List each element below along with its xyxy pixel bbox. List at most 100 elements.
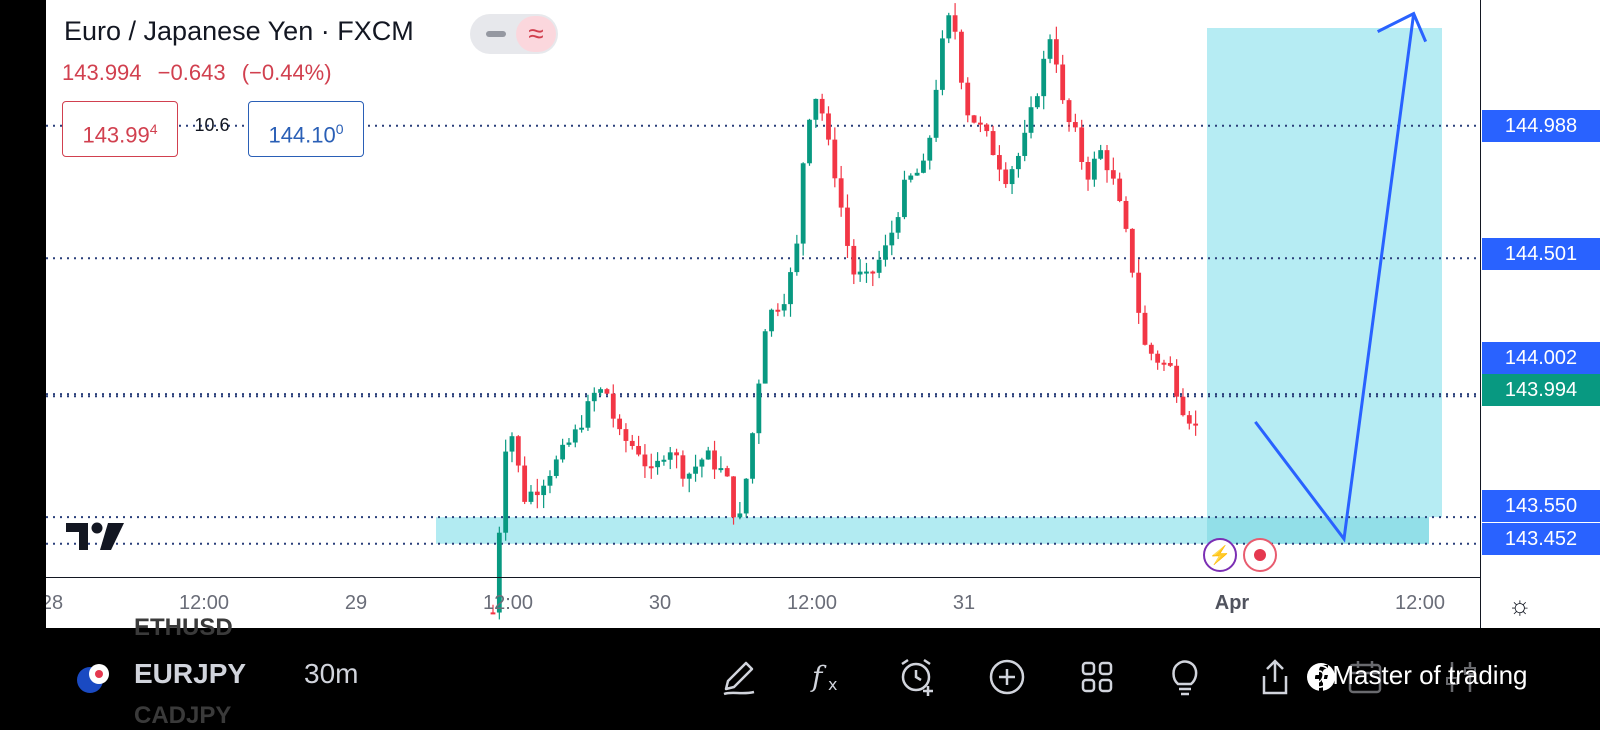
candle-body[interactable] bbox=[819, 98, 825, 114]
pencil-icon[interactable] bbox=[718, 656, 760, 698]
candle-body[interactable] bbox=[585, 401, 591, 428]
sell-button[interactable]: 143.994 bbox=[62, 101, 178, 157]
candle-body[interactable] bbox=[503, 451, 509, 533]
grid-icon[interactable] bbox=[1076, 656, 1118, 698]
candle-body[interactable] bbox=[946, 15, 952, 39]
candle-body[interactable] bbox=[1022, 132, 1028, 156]
candle-body[interactable] bbox=[1161, 362, 1167, 365]
candle-body[interactable] bbox=[1142, 312, 1148, 345]
candle-body[interactable] bbox=[509, 436, 515, 452]
candle-body[interactable] bbox=[496, 532, 502, 613]
candle-body[interactable] bbox=[940, 38, 945, 90]
candle-body[interactable] bbox=[553, 459, 559, 476]
candle-body[interactable] bbox=[680, 455, 686, 479]
candle-body[interactable] bbox=[895, 217, 901, 233]
candle-body[interactable] bbox=[699, 459, 705, 467]
candle-body[interactable] bbox=[1072, 122, 1078, 128]
candle-body[interactable] bbox=[598, 389, 604, 393]
candle-body[interactable] bbox=[648, 466, 654, 469]
candle-body[interactable] bbox=[541, 485, 547, 496]
calendar-icon[interactable] bbox=[1344, 656, 1386, 698]
candle-body[interactable] bbox=[655, 460, 660, 468]
candle-body[interactable] bbox=[1066, 100, 1072, 123]
candle-body[interactable] bbox=[712, 450, 717, 470]
candle-body[interactable] bbox=[743, 478, 749, 514]
candle-body[interactable] bbox=[737, 513, 743, 518]
candle-body[interactable] bbox=[876, 259, 882, 273]
candle-body[interactable] bbox=[686, 473, 692, 479]
candle-body[interactable] bbox=[1104, 150, 1110, 171]
add-icon[interactable] bbox=[986, 656, 1028, 698]
candle-body[interactable] bbox=[636, 445, 641, 455]
candle-body[interactable] bbox=[1123, 200, 1129, 229]
candle-body[interactable] bbox=[813, 98, 819, 120]
candle-body[interactable] bbox=[1129, 228, 1135, 273]
candle-body[interactable] bbox=[800, 163, 806, 244]
candle-body[interactable] bbox=[1117, 178, 1123, 201]
candle-body[interactable] bbox=[1041, 58, 1047, 97]
candle-body[interactable] bbox=[807, 119, 812, 164]
candle-body[interactable] bbox=[1009, 169, 1015, 185]
candle-body[interactable] bbox=[902, 179, 907, 218]
candle-body[interactable] bbox=[1003, 169, 1009, 185]
lightning-icon[interactable]: ⚡ bbox=[1203, 538, 1237, 572]
wave-icon[interactable]: ≈ bbox=[516, 16, 556, 52]
candle-body[interactable] bbox=[528, 491, 534, 502]
symbol-selector[interactable]: EURJPY bbox=[134, 658, 247, 689]
candle-body[interactable] bbox=[515, 436, 521, 466]
candle-body[interactable] bbox=[1155, 353, 1161, 363]
candle-body[interactable] bbox=[1085, 161, 1091, 180]
idea-bulb-icon[interactable] bbox=[1164, 656, 1206, 698]
candle-body[interactable] bbox=[642, 454, 648, 467]
candle-body[interactable] bbox=[826, 113, 831, 140]
candle-body[interactable] bbox=[781, 304, 787, 311]
candle-body[interactable] bbox=[731, 476, 736, 518]
buy-button[interactable]: 144.100 bbox=[248, 101, 364, 157]
record-icon[interactable] bbox=[1243, 538, 1277, 572]
indicators-icon[interactable]: f x bbox=[806, 656, 848, 698]
candle-body[interactable] bbox=[978, 122, 983, 125]
candle-body[interactable] bbox=[864, 271, 869, 274]
candle-body[interactable] bbox=[769, 309, 774, 332]
candle-body[interactable] bbox=[984, 124, 990, 132]
candle-body[interactable] bbox=[1180, 396, 1186, 416]
share-icon[interactable] bbox=[1254, 656, 1296, 698]
candle-body[interactable] bbox=[1053, 39, 1059, 65]
candle-body[interactable] bbox=[629, 440, 635, 446]
candle-body[interactable] bbox=[883, 245, 888, 260]
projection-path[interactable] bbox=[1254, 13, 1416, 543]
candle-body[interactable] bbox=[534, 491, 540, 496]
candle-body[interactable] bbox=[952, 15, 958, 32]
candle-body[interactable] bbox=[693, 466, 698, 474]
symbol-title[interactable]: Euro / Japanese Yen · FXCM bbox=[64, 16, 414, 46]
candle-body[interactable] bbox=[908, 175, 914, 180]
candle-body[interactable] bbox=[1193, 423, 1199, 426]
candle-body[interactable] bbox=[838, 178, 844, 208]
candle-body[interactable] bbox=[997, 155, 1002, 170]
candle-body[interactable] bbox=[750, 433, 755, 479]
candle-body[interactable] bbox=[661, 459, 667, 462]
chart-area[interactable]: Euro / Japanese Yen · FXCM 143.994 −0.64… bbox=[46, 0, 1600, 628]
candle-body[interactable] bbox=[579, 427, 585, 430]
candle-body[interactable] bbox=[1167, 363, 1173, 366]
candle-body[interactable] bbox=[1047, 39, 1053, 59]
candle-body[interactable] bbox=[1015, 155, 1021, 170]
candle-body[interactable] bbox=[933, 89, 939, 138]
candle-body[interactable] bbox=[1079, 127, 1085, 162]
candle-body[interactable] bbox=[572, 429, 578, 443]
candle-body[interactable] bbox=[560, 444, 566, 460]
candle-body[interactable] bbox=[1028, 107, 1034, 133]
candle-body[interactable] bbox=[775, 309, 781, 312]
collapse-legend-button[interactable] bbox=[482, 24, 510, 44]
candle-body[interactable] bbox=[718, 468, 724, 471]
candle-body[interactable] bbox=[990, 131, 996, 156]
candle-body[interactable] bbox=[566, 442, 572, 445]
candle-body[interactable] bbox=[705, 450, 711, 460]
candle-body[interactable] bbox=[1136, 272, 1142, 313]
candle-body[interactable] bbox=[610, 393, 616, 419]
candle-body[interactable] bbox=[617, 418, 622, 430]
candle-body[interactable] bbox=[1060, 64, 1066, 101]
candle-body[interactable] bbox=[591, 392, 597, 402]
candle-body[interactable] bbox=[1110, 170, 1116, 179]
candle-body[interactable] bbox=[1174, 365, 1180, 397]
